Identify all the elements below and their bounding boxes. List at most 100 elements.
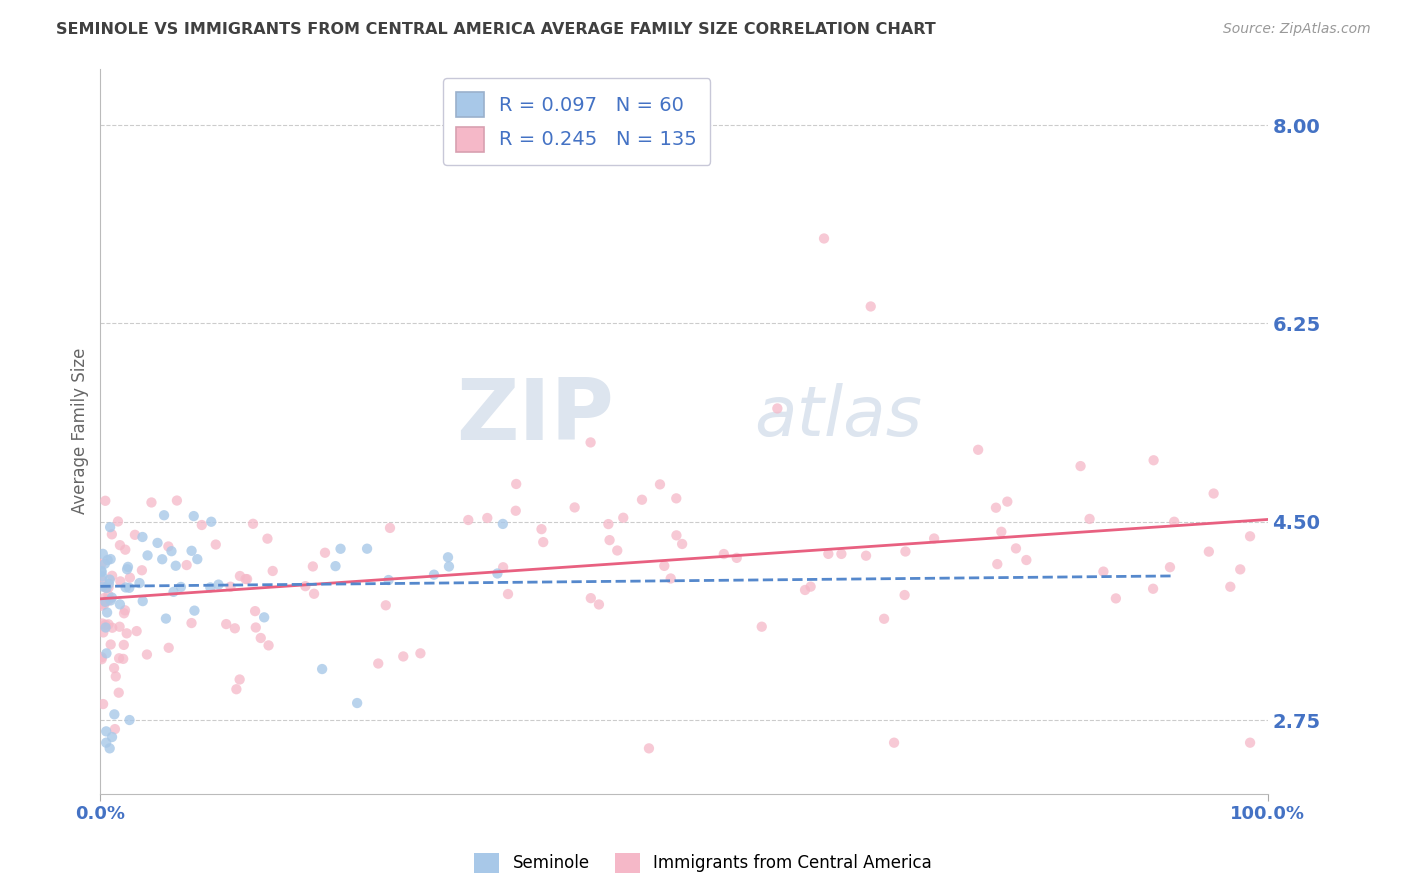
Point <box>813 231 835 245</box>
Point <box>94 557 117 571</box>
Point <box>1105 591 1128 606</box>
Point <box>1229 562 1251 576</box>
Point <box>249 631 271 645</box>
Point <box>93 595 115 609</box>
Point <box>162 585 184 599</box>
Point <box>112 652 135 666</box>
Point <box>423 567 446 582</box>
Point <box>118 571 141 585</box>
Point <box>114 581 136 595</box>
Point <box>659 572 682 586</box>
Point <box>599 533 621 548</box>
Point <box>98 573 121 587</box>
Point <box>612 510 634 524</box>
Point <box>94 595 117 609</box>
Point <box>91 569 114 583</box>
Point <box>229 569 252 583</box>
Point <box>200 581 222 595</box>
Point <box>505 504 527 518</box>
Point <box>219 580 242 594</box>
Point <box>665 491 688 506</box>
Point <box>377 573 399 587</box>
Point <box>245 620 267 634</box>
Point <box>505 477 527 491</box>
Point <box>766 401 789 416</box>
Point <box>108 620 131 634</box>
Point <box>1202 486 1225 500</box>
Point <box>346 696 368 710</box>
Point <box>114 603 136 617</box>
Point <box>103 707 125 722</box>
Point <box>97 617 120 632</box>
Point <box>588 598 610 612</box>
Point <box>817 547 839 561</box>
Point <box>893 588 915 602</box>
Point <box>671 537 693 551</box>
Point <box>191 518 214 533</box>
Point <box>170 580 193 594</box>
Point <box>90 652 112 666</box>
Point <box>631 492 654 507</box>
Point <box>166 493 188 508</box>
Point <box>104 722 127 736</box>
Point <box>224 621 246 635</box>
Point <box>215 617 238 632</box>
Point <box>101 569 124 583</box>
Point <box>652 558 675 573</box>
Point <box>855 549 877 563</box>
Point <box>165 558 187 573</box>
Text: atlas: atlas <box>754 383 922 450</box>
Point <box>90 599 112 613</box>
Point <box>1070 459 1092 474</box>
Point <box>530 522 553 536</box>
Point <box>96 646 118 660</box>
Point <box>367 657 389 671</box>
Point <box>437 559 460 574</box>
Point <box>207 577 229 591</box>
Point <box>101 591 124 605</box>
Point <box>98 741 121 756</box>
Point <box>243 604 266 618</box>
Point <box>93 598 115 612</box>
Point <box>183 509 205 524</box>
Point <box>91 580 114 594</box>
Point <box>157 540 180 554</box>
Point <box>477 511 499 525</box>
Legend: R = 0.097   N = 60, R = 0.245   N = 135: R = 0.097 N = 60, R = 0.245 N = 135 <box>443 78 710 165</box>
Point <box>131 563 153 577</box>
Point <box>155 611 177 625</box>
Point <box>314 546 336 560</box>
Point <box>100 593 122 607</box>
Point <box>356 541 378 556</box>
Point <box>114 542 136 557</box>
Point <box>751 620 773 634</box>
Text: ZIP: ZIP <box>456 376 614 458</box>
Point <box>648 477 671 491</box>
Point <box>103 661 125 675</box>
Point <box>96 736 118 750</box>
Point <box>118 581 141 595</box>
Point <box>311 662 333 676</box>
Point <box>101 527 124 541</box>
Point <box>1239 529 1261 543</box>
Point <box>1015 553 1038 567</box>
Y-axis label: Average Family Size: Average Family Size <box>72 348 89 515</box>
Point <box>967 442 990 457</box>
Point <box>90 564 112 578</box>
Point <box>100 638 122 652</box>
Point <box>492 516 515 531</box>
Point <box>100 552 122 566</box>
Point <box>90 565 112 579</box>
Point <box>496 587 519 601</box>
Point <box>104 669 127 683</box>
Point <box>94 617 117 632</box>
Point <box>794 582 817 597</box>
Point <box>91 547 114 561</box>
Point <box>486 566 509 581</box>
Point <box>107 686 129 700</box>
Point <box>96 606 118 620</box>
Point <box>725 550 748 565</box>
Point <box>132 594 155 608</box>
Point <box>986 557 1008 571</box>
Point <box>153 508 176 523</box>
